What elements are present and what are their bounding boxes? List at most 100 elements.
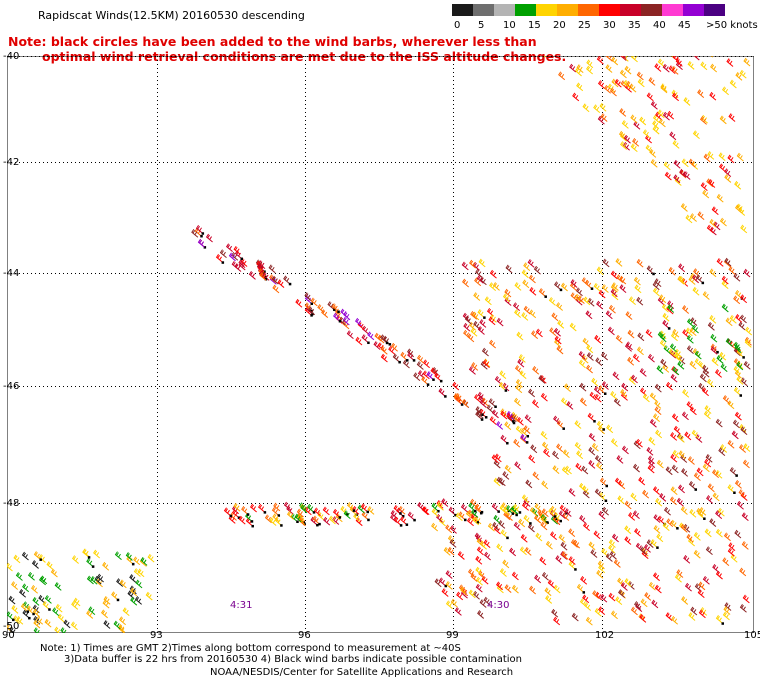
colorbar-label: 30 (603, 20, 616, 31)
wind-barb (541, 441, 549, 451)
wind-barb (721, 275, 729, 285)
wind-barb (553, 327, 561, 337)
colorbar-swatch (620, 4, 641, 16)
wind-barb (729, 79, 737, 89)
wind-barb (523, 514, 531, 524)
contamination-marker (250, 520, 254, 523)
wind-barb (702, 189, 710, 199)
wind-barb (498, 477, 506, 487)
wind-barb (513, 397, 521, 407)
wind-barb (463, 329, 471, 339)
wind-barb (468, 366, 476, 375)
wind-barb (693, 549, 701, 559)
contamination-marker (593, 420, 596, 423)
wind-barb (353, 513, 361, 522)
wind-barb (486, 404, 494, 414)
wind-barb (593, 282, 601, 292)
wind-barb (21, 551, 29, 561)
wind-barb (400, 351, 408, 361)
wind-barb (16, 615, 24, 625)
wind-barb (215, 254, 223, 263)
wind-barb (551, 608, 559, 618)
wind-barb (710, 63, 718, 73)
colorbar-swatch (599, 4, 620, 16)
wind-barb (130, 587, 138, 597)
wind-barb (681, 158, 689, 168)
wind-barb (676, 569, 684, 578)
wind-barb (704, 405, 712, 414)
contamination-marker (28, 616, 31, 620)
wind-barb (430, 367, 438, 377)
wind-barb (264, 514, 272, 524)
wind-barb (739, 567, 747, 577)
wind-barb (724, 174, 732, 183)
wind-barb (659, 294, 667, 304)
wind-barb (547, 579, 555, 589)
wind-barb (734, 180, 742, 190)
wind-barb (331, 303, 339, 312)
wind-barb (519, 370, 527, 380)
wind-barb (434, 578, 442, 588)
wind-barb (653, 514, 661, 523)
wind-barb (625, 341, 633, 351)
wind-barb (602, 258, 610, 268)
contamination-marker (131, 562, 135, 566)
wind-barb (11, 605, 19, 614)
wind-barb (472, 516, 480, 526)
colorbar-label: 35 (628, 20, 641, 31)
contamination-marker (526, 434, 530, 438)
wind-barb (514, 461, 522, 470)
contamination-marker (504, 389, 508, 392)
wind-barb (652, 486, 660, 495)
wind-barb (612, 371, 620, 381)
wind-barb (712, 563, 720, 573)
wind-barb (476, 275, 484, 284)
wind-barb (608, 544, 616, 554)
wind-barb (464, 315, 472, 325)
contamination-marker (507, 509, 510, 513)
contamination-marker (316, 523, 319, 527)
wind-barb (568, 528, 576, 537)
wind-barb (623, 134, 631, 144)
wind-barb (271, 275, 279, 285)
wind-barb (652, 114, 660, 124)
wind-barb (671, 413, 679, 423)
wind-barb (704, 528, 712, 538)
wind-barb (500, 529, 508, 539)
wind-barb (522, 279, 530, 289)
wind-barb (743, 361, 751, 370)
wind-barb (742, 594, 750, 604)
wind-barb (63, 619, 71, 629)
wind-barb (498, 382, 506, 391)
wind-barb (417, 370, 425, 379)
wind-barb (232, 509, 240, 518)
wind-barb (692, 286, 700, 296)
contamination-marker (116, 598, 120, 602)
lat-label: -44 (3, 268, 20, 279)
contamination-marker (91, 565, 95, 568)
wind-barb (719, 351, 727, 361)
wind-barb (22, 609, 30, 619)
wind-barb (54, 582, 62, 591)
wind-barb (707, 322, 715, 331)
wind-barb (654, 383, 662, 393)
wind-barb (718, 152, 726, 162)
contamination-marker (280, 524, 283, 527)
wind-barb (523, 425, 531, 434)
wind-barb (436, 513, 444, 523)
lon-label: 90 (2, 630, 15, 641)
contamination-marker (676, 527, 679, 530)
wind-barb (738, 489, 746, 498)
colorbar-swatch (683, 4, 704, 16)
wind-barb (421, 376, 429, 385)
wind-barb (26, 605, 34, 615)
wind-barb (743, 443, 751, 452)
wind-barb (687, 456, 695, 465)
lon-label: 99 (446, 630, 459, 641)
wind-barb (135, 596, 142, 605)
wind-barb (662, 522, 670, 532)
wind-barb (594, 334, 602, 344)
colorbar-label: 10 (503, 20, 516, 31)
wind-barb (699, 507, 707, 516)
contamination-marker (367, 518, 370, 522)
